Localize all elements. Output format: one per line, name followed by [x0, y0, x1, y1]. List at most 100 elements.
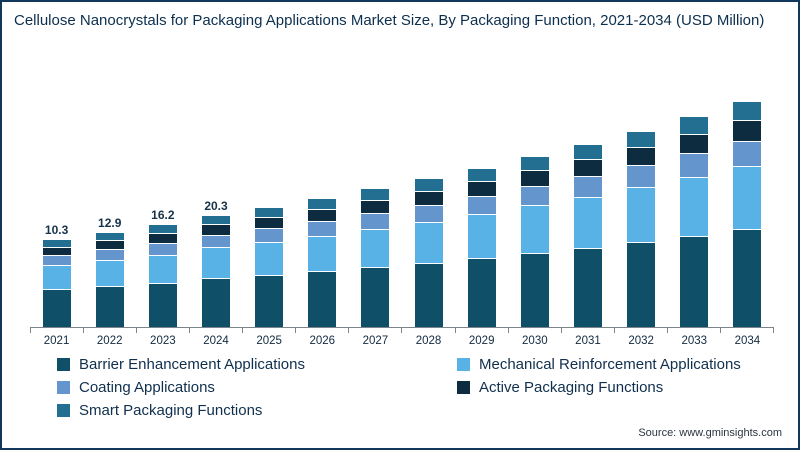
stacked-bar	[627, 131, 656, 327]
page-title: Cellulose Nanocrystals for Packaging App…	[14, 12, 765, 29]
bar-segment	[361, 189, 390, 201]
bar-segment	[627, 131, 656, 147]
axis-tick	[83, 328, 85, 333]
bar-segment	[573, 177, 602, 197]
bar-segment	[733, 102, 762, 120]
x-axis-label: 2031	[575, 335, 601, 347]
legend-item: Barrier Enhancement Applications	[57, 356, 447, 373]
x-axis-label: 2026	[309, 335, 336, 347]
bar-segment	[201, 235, 230, 248]
bar-group: 16.2	[136, 72, 189, 327]
bar-segment	[308, 221, 337, 236]
stacked-bar	[255, 207, 284, 328]
bar-segment	[680, 236, 709, 327]
x-axis-label: 2030	[522, 335, 548, 347]
bar-value-label: 16.2	[151, 207, 175, 222]
bar-group	[243, 72, 296, 327]
x-axis-label: 2027	[362, 335, 389, 347]
bar-group	[349, 72, 402, 328]
x-axis-label: 2033	[681, 335, 708, 347]
bar-segment	[627, 166, 656, 187]
bar-segment	[201, 248, 230, 279]
bar-group	[296, 72, 349, 328]
axis-tick	[613, 328, 615, 333]
bar-value-label: 10.3	[44, 223, 69, 238]
bar-segment	[520, 187, 549, 206]
bar-segment	[467, 168, 496, 181]
bar-group: 12.9	[83, 72, 136, 327]
bar-group	[721, 72, 774, 327]
bar-group	[455, 72, 508, 327]
bar-segment	[42, 240, 71, 247]
stacked-bar	[95, 232, 124, 327]
bar-segment	[308, 272, 337, 328]
x-axis-line	[30, 327, 774, 328]
bar-segment	[255, 229, 284, 242]
bar-segment	[361, 229, 390, 268]
bar-segment	[255, 207, 284, 217]
x-axis-labels: 2021 2022 2023 2024 2025 2026 2027 2028 2029 2030…	[30, 335, 774, 347]
stacked-bar	[414, 179, 443, 327]
bar-segment	[680, 177, 709, 236]
x-axis-label: 2032	[628, 335, 654, 347]
plot-area: 10.3 12.9 16.2 20.3	[30, 72, 774, 328]
bar-group	[508, 72, 561, 327]
legend-item: Smart Packaging Functions	[57, 402, 447, 419]
bar-group	[668, 72, 721, 327]
axis-tick	[189, 328, 191, 333]
bar-segment	[627, 242, 656, 327]
bar-segment	[627, 187, 656, 242]
bar-segment	[414, 222, 443, 263]
stacked-bar	[520, 157, 549, 327]
axis-tick	[454, 328, 456, 333]
bar-segment	[308, 209, 337, 221]
legend-label: Barrier Enhancement Applications	[79, 356, 305, 373]
bar-segment	[361, 214, 390, 229]
bar-segment	[95, 240, 124, 250]
bar-segment	[520, 171, 549, 187]
stacked-bar	[467, 168, 496, 327]
bar-segment	[680, 117, 709, 134]
legend-swatch	[457, 358, 470, 371]
bar-segment	[414, 205, 443, 222]
stacked-bar	[201, 215, 230, 327]
bar-segment	[573, 197, 602, 248]
axis-tick	[401, 328, 403, 333]
stacked-bar	[733, 102, 762, 327]
bar-segment	[148, 224, 177, 233]
bar-segment	[95, 287, 124, 327]
bar-segment	[42, 247, 71, 256]
bar-segment	[95, 261, 124, 287]
bar-segment	[255, 242, 284, 276]
bar-segment	[733, 120, 762, 141]
bar-value-label: 20.3	[204, 198, 228, 213]
bar-segment	[255, 217, 284, 229]
source-text: Source: www.gminsights.com	[638, 427, 782, 439]
x-axis-label: 2025	[256, 335, 282, 347]
legend-label: Active Packaging Functions	[479, 379, 664, 396]
bar-segment	[201, 225, 230, 235]
bar-segment	[573, 144, 602, 160]
x-axis-label: 2028	[415, 335, 442, 347]
bar-segment	[414, 191, 443, 205]
bar-segment	[520, 157, 549, 171]
bar-group	[561, 72, 614, 327]
bar-segment	[520, 253, 549, 327]
bar-group	[402, 72, 455, 327]
legend-label: Coating Applications	[79, 379, 215, 396]
legend-label: Smart Packaging Functions	[79, 402, 263, 419]
bar-group	[615, 72, 668, 327]
bar-segment	[680, 154, 709, 177]
x-axis-label: 2034	[734, 335, 761, 347]
axis-tick	[295, 328, 297, 333]
bar-segment	[573, 160, 602, 176]
bar-segment	[148, 233, 177, 243]
bar-segment	[467, 181, 496, 196]
bar-segment	[680, 134, 709, 154]
stacked-bar	[573, 144, 602, 327]
axis-tick	[507, 328, 509, 333]
bar-segment	[627, 147, 656, 165]
axis-tick	[719, 328, 721, 333]
legend-swatch	[57, 381, 70, 394]
